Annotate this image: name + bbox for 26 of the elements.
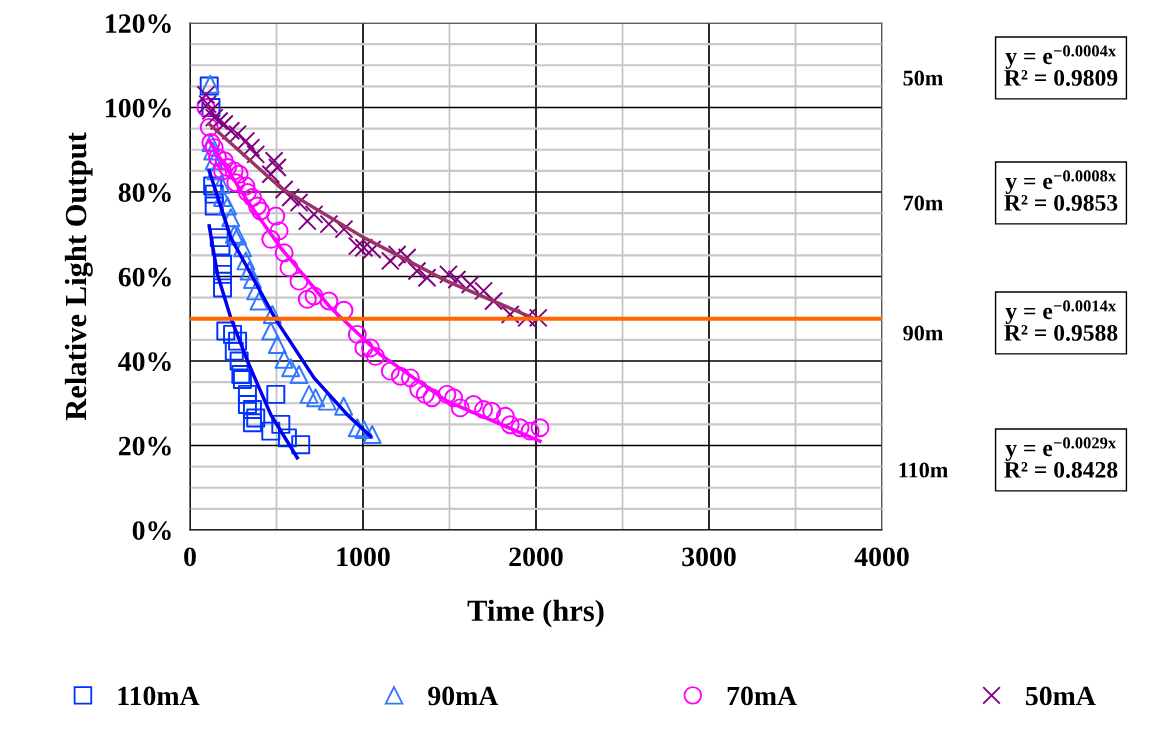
legend-label: 90mA (428, 686, 499, 706)
y-axis-title: Relative Light Output (64, 132, 93, 421)
text: 50m (903, 70, 943, 86)
text: y = e$^{−0.0004x}$ R² = 0.9809 (1004, 45, 1118, 86)
y-tick-label: 0% (132, 521, 171, 540)
y-tick-label: 60% (118, 267, 171, 287)
legend-label: 50mA (1025, 686, 1096, 706)
text: 70m (903, 195, 943, 211)
y-tick-label: 80% (118, 183, 171, 202)
text: y = e$^{−0.0014x}$ R² = 0.9588 (1004, 300, 1118, 341)
x-tick-label: 0 (184, 547, 196, 567)
text: 110m (899, 462, 948, 478)
text: y = e$^{−0.0029x}$ R² = 0.8428 (1004, 437, 1118, 478)
x-tick-label: 2000 (509, 547, 563, 567)
y-tick-label: 20% (118, 436, 171, 456)
text: 90m (903, 325, 943, 341)
x-axis-title: Time (hrs) (467, 599, 604, 628)
x-tick-label: 4000 (854, 547, 909, 567)
y-tick-label: 120% (106, 14, 171, 33)
legend-label: 110mA (118, 686, 200, 706)
legend-label: 70mA (727, 686, 797, 706)
y-tick-label: 40% (118, 352, 171, 371)
x-tick-label: 1000 (337, 547, 390, 567)
y-tick-label: 100% (106, 98, 171, 118)
text: y = e$^{−0.0008x}$ R² = 0.9853 (1004, 170, 1118, 211)
x-tick-label: 3000 (682, 547, 736, 567)
